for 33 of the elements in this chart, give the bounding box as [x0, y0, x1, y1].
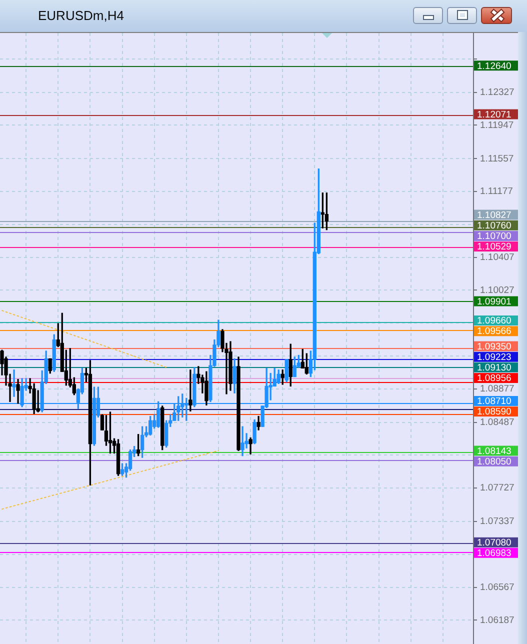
candlestick	[12, 370, 16, 397]
ref-line-label: 1.08710	[477, 396, 512, 408]
ref-line-label: 1.06983	[477, 548, 512, 560]
y-tick-label: 1.11557	[480, 153, 514, 164]
y-tick-label: 1.10027	[480, 284, 514, 296]
ref-line-label: 1.12640	[477, 60, 512, 72]
ref-line-label: 1.09660	[477, 316, 512, 327]
y-tick-label: 1.07337	[480, 516, 514, 527]
ref-line-label: 1.08143	[477, 446, 512, 457]
y-tick-label: 1.08877	[480, 384, 514, 395]
y-tick-label: 1.06567	[480, 582, 514, 594]
ref-line-label: 1.08956	[477, 373, 512, 384]
ref-line-label: 1.09223	[477, 352, 512, 363]
ref-line-label: 1.10700	[477, 231, 512, 242]
y-tick-label: 1.11947	[480, 120, 514, 131]
ref-line-label: 1.07080	[477, 537, 512, 548]
y-tick-label: 1.07727	[480, 482, 514, 494]
ref-line-label: 1.08050	[477, 456, 512, 468]
chart-title: EURUSDm,H4	[38, 8, 124, 24]
y-tick-label: 1.08487	[480, 417, 514, 428]
ref-line-label: 1.12071	[477, 109, 512, 120]
ref-line-label: 1.08590	[477, 406, 512, 418]
y-tick-label: 1.11177	[480, 186, 513, 198]
ref-line-label: 1.09901	[477, 296, 512, 308]
ref-line-label: 1.09566	[477, 326, 512, 338]
ref-line-label: 1.10827	[477, 210, 512, 221]
ref-line-label: 1.10760	[477, 220, 512, 232]
y-tick-label: 1.06187	[480, 614, 514, 626]
y-tick-label: 1.12327	[480, 87, 514, 98]
ref-line-label: 1.10529	[477, 242, 512, 253]
ref-line-label: 1.09350	[477, 341, 512, 352]
y-tick-label: 1.10407	[480, 252, 514, 264]
ref-line-label: 1.09130	[477, 362, 512, 374]
